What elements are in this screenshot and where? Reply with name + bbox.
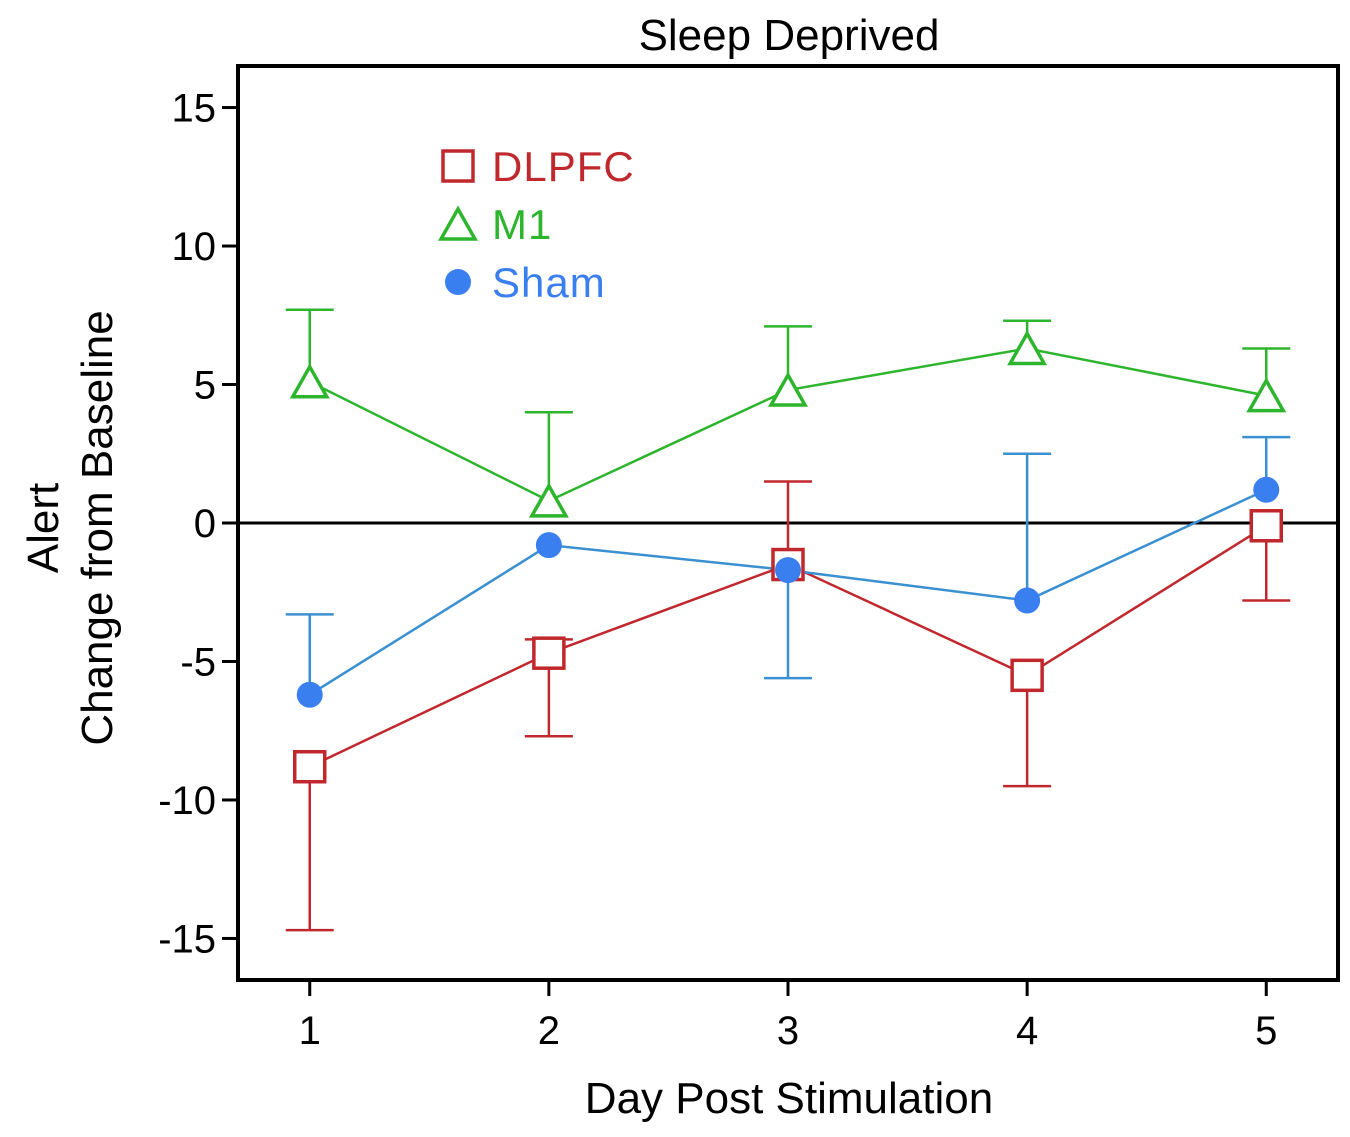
legend-label-sham: Sham <box>492 259 606 306</box>
sham-data-point <box>775 557 801 584</box>
y-axis-title-line2: Change from Baseline <box>73 310 122 745</box>
dlpfc-data-point <box>1010 658 1044 693</box>
x-tick-label: 2 <box>538 1009 560 1053</box>
x-axis-title: Day Post Stimulation <box>585 1074 993 1123</box>
legend-marker-dlpfc <box>441 149 475 183</box>
axes: 15 10 5 0 -5 -10 -15 1 2 3 4 5 <box>158 64 1340 1053</box>
dlpfc-data-point <box>532 636 566 670</box>
legend-label-dlpfc: DLPFC <box>492 143 635 190</box>
y-tick-label: -10 <box>158 779 216 823</box>
dlpfc-data-point <box>292 749 327 784</box>
x-tick-label: 5 <box>1255 1009 1277 1053</box>
x-tick-label: 3 <box>777 1009 799 1053</box>
legend-label-m1: M1 <box>492 201 552 248</box>
sham-data-point <box>1014 587 1041 614</box>
legend-marker-sham <box>445 269 471 295</box>
dlpfc-data-point <box>1249 509 1284 543</box>
chart-title: Sleep Deprived <box>639 11 940 60</box>
sham-data-point <box>1253 476 1280 503</box>
plot-area <box>238 308 1338 932</box>
m1-data-point <box>1246 377 1287 413</box>
sham-data-point <box>296 681 323 708</box>
y-axis-title-line1: Alert <box>19 483 68 573</box>
y-tick-label: 0 <box>194 502 216 546</box>
m1-data-point <box>528 482 569 518</box>
legend: DLPFC M1 Sham <box>437 143 635 306</box>
m1-data-point <box>767 371 809 407</box>
y-tick-label: 10 <box>172 225 217 269</box>
y-tick-label: -5 <box>180 640 216 684</box>
x-tick-label: 1 <box>299 1009 321 1053</box>
y-tick-label: 15 <box>172 87 217 131</box>
m1-data-point <box>1007 329 1048 366</box>
y-tick-label: -15 <box>158 917 216 961</box>
m1-data-point <box>289 363 330 399</box>
sham-data-point <box>535 532 562 559</box>
y-tick-label: 5 <box>194 364 216 408</box>
x-tick-label: 4 <box>1016 1009 1038 1053</box>
legend-marker-m1 <box>437 205 479 241</box>
